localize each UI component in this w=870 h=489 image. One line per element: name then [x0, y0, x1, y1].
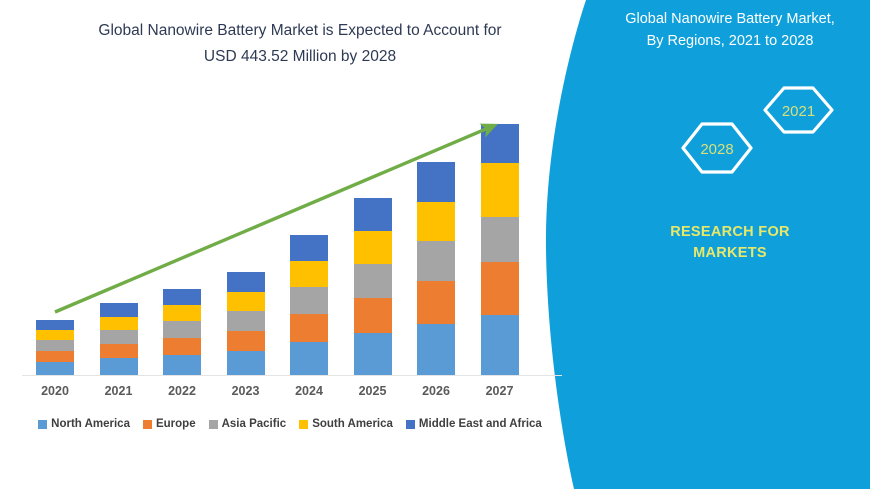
legend-swatch-icon	[208, 419, 218, 429]
brand-line-2: MARKETS	[693, 245, 767, 261]
chart-plot-area: 2020 2021 2022 2023 2024 2025 2026 2027	[22, 123, 562, 398]
bar-segment-europe	[226, 331, 265, 351]
bar-2025[interactable]	[353, 198, 392, 375]
legend-item-middle-east-and-africa[interactable]: Middle East and Africa	[405, 418, 542, 430]
bar-segment-europe	[353, 298, 392, 333]
bar-segment-asia-pacific	[417, 241, 455, 281]
bar-segment-asia-pacific	[290, 287, 328, 314]
x-axis-label-2027: 2027	[485, 384, 514, 398]
bar-segment-middle-east-and-africa	[36, 320, 74, 330]
bar-2024[interactable]	[290, 235, 328, 375]
x-axis-label-2020: 2020	[41, 384, 69, 398]
legend-label: Middle East and Africa	[418, 418, 542, 430]
bar-segment-asia-pacific	[36, 340, 74, 351]
legend-item-asia-pacific[interactable]: Asia Pacific	[208, 418, 287, 430]
bar-segment-south-america	[226, 292, 265, 311]
bar-2027[interactable]	[480, 124, 519, 375]
hexagon-label-2028: 2028	[700, 141, 733, 158]
bar-segment-europe	[480, 262, 519, 315]
bar-segment-north-america	[480, 315, 519, 375]
bar-segment-south-america	[290, 261, 328, 287]
bar-segment-south-america	[36, 330, 74, 340]
legend-label: North America	[51, 418, 130, 430]
x-axis-label-2025: 2025	[358, 384, 387, 398]
bar-segment-asia-pacific	[99, 330, 138, 344]
bar-2023[interactable]	[226, 272, 265, 375]
legend-label: Asia Pacific	[221, 418, 287, 430]
bar-segment-europe	[417, 281, 455, 324]
legend-swatch-icon	[142, 419, 152, 429]
legend-swatch-icon	[299, 419, 309, 429]
legend-swatch-icon	[38, 419, 48, 429]
bar-segment-south-america	[480, 163, 519, 217]
bar-segment-asia-pacific	[226, 311, 265, 331]
legend-label: Europe	[155, 418, 196, 430]
bar-segment-south-america	[353, 231, 392, 264]
panel-title-line-1: Global Nanowire Battery Market,	[625, 11, 835, 27]
hexagon-outline-left	[681, 122, 753, 174]
bar-segment-middle-east-and-africa	[353, 198, 392, 231]
bar-segment-middle-east-and-africa	[417, 162, 455, 202]
bar-segment-south-america	[99, 317, 138, 330]
legend-label: South America	[312, 418, 393, 430]
x-axis-labels: 2020 2021 2022 2023 2024 2025 2026 2027	[0, 384, 580, 406]
panel-title: Global Nanowire Battery Market, By Regio…	[600, 8, 860, 52]
bar-segment-north-america	[290, 342, 328, 375]
bar-segment-europe	[36, 351, 74, 362]
chart-title-line-2: USD 443.52 Million by 2028	[203, 48, 397, 65]
x-axis-label-2024: 2024	[295, 384, 323, 398]
x-axis-label-2026: 2026	[422, 384, 450, 398]
x-axis-line	[22, 375, 562, 376]
chart-title: Global Nanowire Battery Market is Expect…	[40, 18, 560, 70]
legend-swatch-icon	[405, 419, 415, 429]
bar-segment-middle-east-and-africa	[163, 289, 201, 305]
bar-segment-north-america	[353, 333, 392, 375]
bar-segment-middle-east-and-africa	[99, 303, 138, 317]
bar-segment-europe	[290, 314, 328, 342]
bar-2021[interactable]	[99, 303, 138, 375]
bar-segment-middle-east-and-africa	[226, 272, 265, 292]
bar-segment-north-america	[99, 358, 138, 375]
hexagon-badge-2021: 2021	[763, 86, 834, 134]
bar-segment-north-america	[36, 362, 74, 375]
bar-segment-europe	[99, 344, 138, 358]
legend-item-europe[interactable]: Europe	[142, 418, 196, 430]
bar-segment-north-america	[163, 355, 201, 375]
legend-item-south-america[interactable]: South America	[299, 418, 393, 430]
bar-segment-north-america	[417, 324, 455, 375]
panel-title-line-2: By Regions, 2021 to 2028	[646, 33, 814, 49]
bar-segment-middle-east-and-africa	[480, 124, 519, 163]
bar-segment-south-america	[417, 202, 455, 241]
x-axis-label-2022: 2022	[168, 384, 196, 398]
x-axis-label-2021: 2021	[104, 384, 133, 398]
bar-segment-north-america	[226, 351, 265, 375]
brand-line-1: RESEARCH FOR	[670, 224, 790, 240]
hexagon-badges: 2021 2028	[681, 86, 834, 174]
legend-item-north-america[interactable]: North America	[38, 418, 130, 430]
x-axis-label-2023: 2023	[231, 384, 260, 398]
hexagon-label-2021: 2021	[782, 103, 815, 120]
brand-name: RESEARCH FOR MARKETS	[600, 222, 860, 264]
bar-2026[interactable]	[417, 162, 455, 375]
chart-title-line-1: Global Nanowire Battery Market is Expect…	[98, 22, 502, 39]
bar-segment-asia-pacific	[163, 321, 201, 338]
hexagon-outline-right	[763, 86, 834, 134]
bar-2022[interactable]	[163, 289, 201, 375]
bar-segment-europe	[163, 338, 201, 355]
chart-legend: North America Europe Asia Pacific South Ame…	[0, 418, 580, 430]
bar-2020[interactable]	[36, 320, 74, 375]
bar-segment-south-america	[163, 305, 201, 321]
bar-segment-asia-pacific	[353, 264, 392, 298]
bar-segment-middle-east-and-africa	[290, 235, 328, 261]
hexagon-badge-2028: 2028	[681, 122, 753, 174]
bar-segment-asia-pacific	[480, 217, 519, 262]
